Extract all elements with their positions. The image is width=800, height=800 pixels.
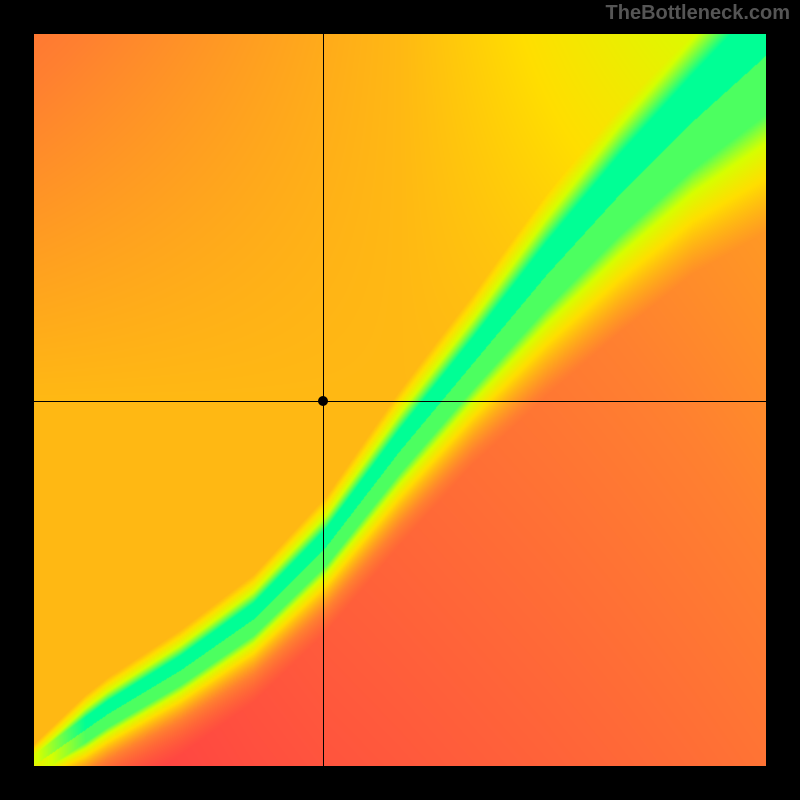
tick-vertical <box>323 401 324 531</box>
marker-point <box>318 396 328 406</box>
crosshair-horizontal <box>34 401 766 402</box>
heatmap-canvas <box>34 34 766 766</box>
chart-container: TheBottleneck.com <box>0 0 800 800</box>
watermark-text: TheBottleneck.com <box>606 2 790 25</box>
